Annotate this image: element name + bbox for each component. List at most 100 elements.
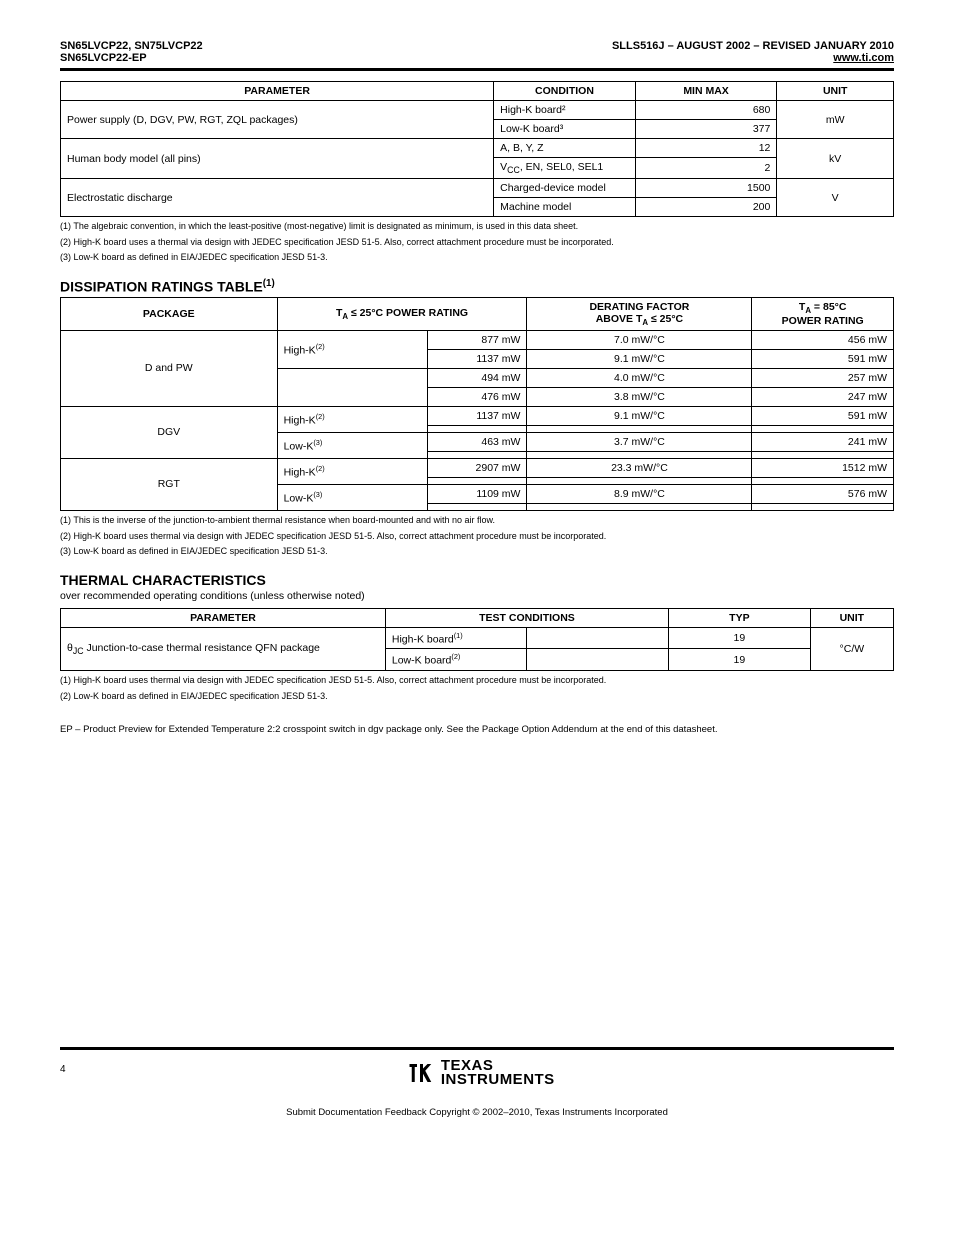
header-doc-rev: SLLS516J – AUGUST 2002 – REVISED JANUARY… (612, 40, 894, 52)
t1-minmax: 680 (635, 101, 777, 120)
page: SN65LVCP22, SN75LVCP22 SN65LVCP22-EP SLL… (0, 0, 954, 1158)
t1-minmax: 2 (635, 158, 777, 179)
d-pkg: RGT (61, 458, 278, 510)
d-25c: 494 mW (427, 368, 527, 387)
ti-logo: TEXASINSTRUMENTS (405, 1058, 555, 1088)
d-h-pkg: PACKAGE (61, 297, 278, 330)
t1-param: Electrostatic discharge (61, 179, 494, 217)
th-typ: 19 (669, 649, 811, 671)
t1-h-minmax: MIN MAX (635, 82, 777, 101)
header-link[interactable]: www.ti.com (833, 52, 894, 64)
t1-cond: VCC, EN, SEL0, SEL1 (494, 158, 636, 179)
th-h-unit: UNIT (810, 608, 893, 627)
d-85c: 456 mW (752, 330, 894, 349)
ti-logo-text: TEXASINSTRUMENTS (441, 1059, 555, 1088)
d-25c: 1137 mW (427, 406, 527, 425)
t1-minmax: 12 (635, 139, 777, 158)
diss-footnotes: (1) This is the inverse of the junction-… (60, 515, 894, 558)
th-h-param: PARAMETER (61, 608, 386, 627)
header-rule (60, 68, 894, 71)
d-h-derate: DERATING FACTORABOVE TA ≤ 25°C (527, 297, 752, 330)
d-25c: 463 mW (427, 432, 527, 451)
d-derate (527, 451, 752, 458)
d-derate: 9.1 mW/°C (527, 406, 752, 425)
addendum-note: EP – Product Preview for Extended Temper… (60, 724, 894, 735)
d-board: High-K(2) (277, 406, 427, 432)
diss-title: DISSIPATION RATINGS TABLE(1) (60, 278, 894, 295)
th-h-typ: TYP (669, 608, 811, 627)
d-board (277, 368, 427, 406)
t1-unit: V (777, 179, 894, 217)
t1-footnotes: (1) The algebraic convention, in which t… (60, 221, 894, 264)
footnote: (2) High-K board uses thermal via design… (60, 531, 894, 543)
d-board: High-K(2) (277, 330, 427, 368)
spacer (60, 757, 894, 1017)
th-cond: High-K board(1) (385, 627, 527, 649)
d-25c (427, 503, 527, 510)
th-h-cond: TEST CONDITIONS (385, 608, 668, 627)
t1-cond: Charged-device model (494, 179, 636, 198)
d-derate (527, 503, 752, 510)
d-board: High-K(2) (277, 458, 427, 484)
d-pkg: DGV (61, 406, 278, 458)
t1-param: Human body model (all pins) (61, 139, 494, 179)
d-h-85c: TA = 85°CPOWER RATING (752, 297, 894, 330)
t1-h-param: PARAMETER (61, 82, 494, 101)
d-derate: 3.7 mW/°C (527, 432, 752, 451)
d-85c (752, 451, 894, 458)
th-blank (527, 649, 669, 671)
d-85c: 241 mW (752, 432, 894, 451)
th-param: θJC Junction-to-case thermal resistance … (61, 627, 386, 670)
page-footer: 4 TEXASINSTRUMENTS Submit Documentation … (60, 1058, 894, 1118)
d-derate: 7.0 mW/°C (527, 330, 752, 349)
d-85c (752, 425, 894, 432)
ti-logo-icon (405, 1058, 435, 1088)
d-derate: 3.8 mW/°C (527, 387, 752, 406)
d-85c (752, 503, 894, 510)
t1-param: Power supply (D, DGV, PW, RGT, ZQL packa… (61, 101, 494, 139)
d-board: Low-K(3) (277, 432, 427, 458)
footnote: (1) High-K board uses thermal via design… (60, 675, 894, 687)
page-number: 4 (60, 1064, 66, 1075)
t1-minmax: 377 (635, 120, 777, 139)
d-25c: 476 mW (427, 387, 527, 406)
th-typ: 19 (669, 627, 811, 649)
d-85c: 576 mW (752, 484, 894, 503)
header-left: SN65LVCP22, SN75LVCP22 SN65LVCP22-EP (60, 40, 203, 64)
therm-footnotes: (1) High-K board uses thermal via design… (60, 675, 894, 702)
d-85c (752, 477, 894, 484)
footnote: (1) This is the inverse of the junction-… (60, 515, 894, 527)
t1-cond: A, B, Y, Z (494, 139, 636, 158)
therm-title: THERMAL CHARACTERISTICS (60, 572, 894, 588)
t1-h-cond: CONDITION (494, 82, 636, 101)
d-85c: 247 mW (752, 387, 894, 406)
t1-unit: mW (777, 101, 894, 139)
footer-copyright: Submit Documentation Feedback Copyright … (60, 1107, 894, 1118)
d-25c: 2907 mW (427, 458, 527, 477)
t1-h-unit: UNIT (777, 82, 894, 101)
d-pkg: D and PW (61, 330, 278, 406)
th-cond: Low-K board(2) (385, 649, 527, 671)
d-derate: 4.0 mW/°C (527, 368, 752, 387)
page-header: SN65LVCP22, SN75LVCP22 SN65LVCP22-EP SLL… (60, 40, 894, 64)
d-25c: 877 mW (427, 330, 527, 349)
footnote: (2) High-K board uses a thermal via desi… (60, 237, 894, 249)
d-85c: 591 mW (752, 349, 894, 368)
d-derate: 23.3 mW/°C (527, 458, 752, 477)
header-right: SLLS516J – AUGUST 2002 – REVISED JANUARY… (612, 40, 894, 64)
footer-rule (60, 1047, 894, 1050)
t1-unit: kV (777, 139, 894, 179)
d-derate: 8.9 mW/°C (527, 484, 752, 503)
abs-max-table: PARAMETER CONDITION MIN MAX UNIT Power s… (60, 81, 894, 217)
dissipation-table: PACKAGE TA ≤ 25°C POWER RATING DERATING … (60, 297, 894, 511)
footnote: (3) Low-K board as defined in EIA/JEDEC … (60, 252, 894, 264)
d-85c: 257 mW (752, 368, 894, 387)
t1-minmax: 200 (635, 198, 777, 217)
t1-minmax: 1500 (635, 179, 777, 198)
header-part-numbers: SN65LVCP22, SN75LVCP22 (60, 40, 203, 52)
thermal-table: PARAMETER TEST CONDITIONS TYP UNIT θJC J… (60, 608, 894, 671)
t1-cond: Low-K board³ (494, 120, 636, 139)
d-h-25c: TA ≤ 25°C POWER RATING (277, 297, 527, 330)
d-25c (427, 477, 527, 484)
footnote: (3) Low-K board as defined in EIA/JEDEC … (60, 546, 894, 558)
